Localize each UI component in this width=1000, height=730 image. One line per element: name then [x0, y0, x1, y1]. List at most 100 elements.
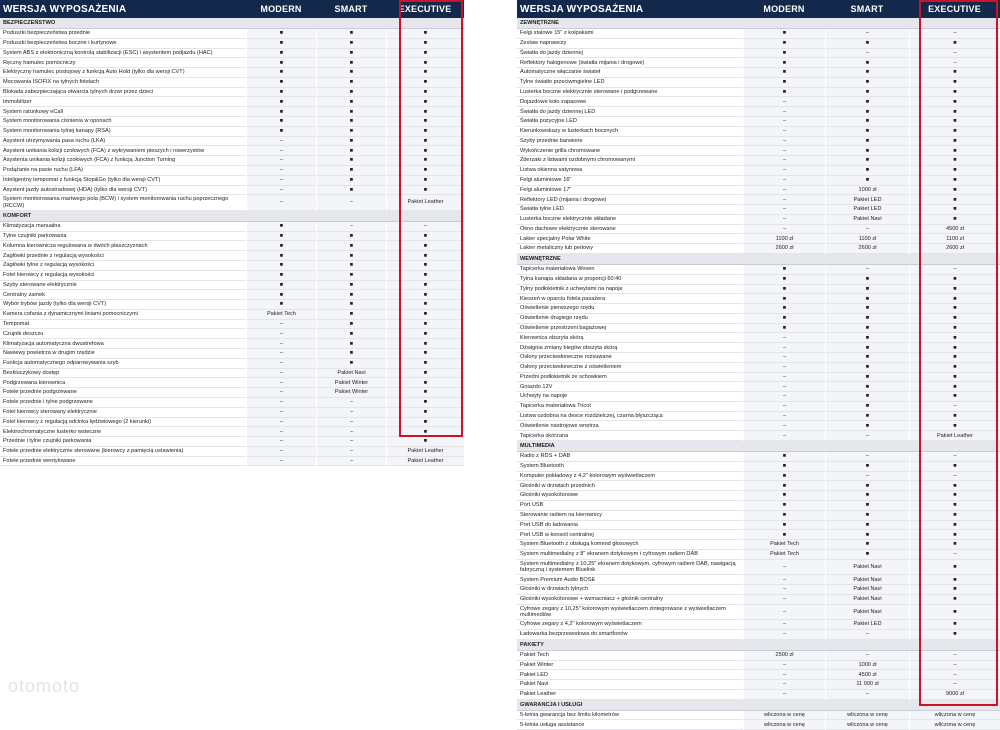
- feature-name: System ratunkowy eCall: [0, 107, 246, 118]
- feature-name: System monitorowania tylnej kanapy (RSA): [0, 126, 246, 137]
- table-row: Gniazdo 12V – ■ ■: [517, 382, 1000, 393]
- smart-value: ■: [317, 136, 386, 147]
- feature-name: Okno dachowe elektrycznie sterowane: [517, 224, 743, 235]
- feature-name: Sterowanie radiem na kierownicy: [517, 510, 743, 521]
- smart-value: –: [317, 427, 386, 438]
- smart-value: ■: [826, 274, 909, 285]
- table-row: Klimatyzacja manualna ■ – –: [0, 221, 464, 232]
- feature-name: Asystent jazdy autostradowej (HDA) (tylk…: [0, 185, 246, 196]
- modern-value: –: [744, 431, 825, 442]
- feature-name: Pakiet Tech: [517, 650, 743, 661]
- executive-value: ■: [387, 319, 464, 330]
- feature-name: Szyby przednie barwione: [517, 136, 743, 147]
- smart-value: –: [826, 264, 909, 275]
- feature-name: Fotele przednie wentylowane: [0, 456, 246, 467]
- smart-value: ■: [826, 530, 909, 541]
- table-row: Przednie i tylne czujniki parkowania – – ■: [0, 437, 464, 447]
- smart-value: 2600 zł: [826, 244, 909, 254]
- executive-value: ■: [910, 165, 1000, 176]
- feature-name: Fotel kierowcy z regulacją wysokości: [0, 270, 246, 281]
- executive-value: –: [910, 452, 1000, 462]
- executive-value: ■: [910, 294, 1000, 305]
- executive-value: ■: [910, 481, 1000, 492]
- executive-value: ■: [910, 323, 1000, 334]
- feature-name: Elektrochromatyczne lusterko wsteczne: [0, 427, 246, 438]
- executive-value: ■: [387, 309, 464, 320]
- smart-value: 4500 zł: [826, 670, 909, 681]
- smart-value: ■: [826, 392, 909, 402]
- modern-value: ■: [744, 77, 825, 88]
- executive-value: ■: [910, 107, 1000, 118]
- smart-value: ■: [826, 97, 909, 108]
- modern-value: ■: [247, 221, 316, 232]
- modern-value: –: [744, 224, 825, 235]
- smart-value: ■: [826, 362, 909, 373]
- table-row: Cyfrowe zegary z 4,2" kolorowym wyświetl…: [517, 620, 1000, 630]
- feature-name: System multimedialny z 10,25" ekranem do…: [517, 559, 743, 576]
- table-row: System monitorowania martwego pola (BCW)…: [0, 195, 464, 211]
- table-row: Pakiet Winter –1000 zł –: [517, 660, 1000, 671]
- modern-value: –: [744, 372, 825, 383]
- smart-value: ■: [317, 156, 386, 166]
- smart-value: ■: [317, 231, 386, 242]
- smart-value: ■: [317, 349, 386, 359]
- executive-value: ■: [387, 270, 464, 281]
- table-row: Port USB ■ ■ ■: [517, 500, 1000, 511]
- modern-value: ■: [247, 58, 316, 69]
- smart-value: ■: [826, 313, 909, 324]
- executive-value: ■: [387, 38, 464, 49]
- smart-value: –: [317, 437, 386, 447]
- table-row: Felgi stalowe 15" z kołpakami ■ – –: [517, 29, 1000, 39]
- smart-value: Pakiet Navi: [826, 604, 909, 621]
- modern-value: ■: [247, 38, 316, 49]
- table-row: Cyfrowe zegary z 10,25" kolorowym wyświe…: [517, 604, 1000, 621]
- table-row: 5-letnia usługa assistance wliczona w cen…: [517, 720, 1000, 730]
- smart-value: ■: [317, 87, 386, 98]
- smart-value: –: [826, 471, 909, 482]
- table-row: Lakier metaliczny lub perłowy 2600 zł 2600…: [517, 244, 1000, 254]
- modern-value: ■: [247, 241, 316, 252]
- table-row: Elektrochromatyczne lusterko wsteczne – – ■: [0, 427, 464, 438]
- table-row: System monitorowania ciśnienia w oponach…: [0, 117, 464, 127]
- smart-value: –: [317, 221, 386, 232]
- modern-value: ■: [744, 510, 825, 521]
- smart-value: ■: [826, 117, 909, 127]
- modern-value: –: [744, 559, 825, 576]
- smart-value: –: [317, 195, 386, 211]
- executive-value: ■: [910, 195, 1000, 206]
- smart-value: ■: [826, 353, 909, 363]
- smart-value: ■: [826, 175, 909, 186]
- executive-value: ■: [910, 205, 1000, 215]
- modern-value: ■: [744, 274, 825, 285]
- executive-value: –: [910, 264, 1000, 275]
- table-row: Fotele przednie wentylowane – – Pakiet Leat…: [0, 456, 464, 467]
- modern-value: –: [744, 126, 825, 137]
- feature-name: Światła do jazdy dziennej: [517, 48, 743, 59]
- modern-value: Pakiet Tech: [744, 540, 825, 550]
- left-table-body: BEZPIECZEŃSTWO Poduszki bezpieczeństwa pr…: [0, 18, 464, 467]
- executive-value: ■: [387, 68, 464, 78]
- modern-value: ■: [247, 261, 316, 271]
- executive-value: ■: [387, 388, 464, 398]
- smart-value: ■: [826, 136, 909, 147]
- smart-value: Pakiet Navi: [826, 594, 909, 605]
- smart-value: ■: [317, 261, 386, 271]
- modern-value: –: [744, 156, 825, 166]
- modern-value: ■: [247, 77, 316, 88]
- table-row: Tylne światło przeciwmgielne LED ■ ■ ■: [517, 77, 1000, 88]
- feature-name: Poduszki bezpieczeństwa przednie: [0, 29, 246, 39]
- modern-value: ■: [247, 68, 316, 78]
- feature-name: Tylne światło przeciwmgielne LED: [517, 77, 743, 88]
- modern-value: ■: [247, 48, 316, 59]
- modern-value: ■: [744, 471, 825, 482]
- executive-value: ■: [387, 87, 464, 98]
- table-row: Uchwyty na napoje – ■ ■: [517, 392, 1000, 402]
- executive-value: ■: [387, 126, 464, 137]
- smart-value: ■: [826, 87, 909, 98]
- table-row: Felgi aluminiowe 16" – ■ ■: [517, 175, 1000, 186]
- smart-value: –: [826, 48, 909, 59]
- executive-value: ■: [910, 304, 1000, 314]
- feature-name: Funkcja automatycznego odparowywania szy…: [0, 358, 246, 369]
- modern-value: ■: [247, 231, 316, 242]
- table-row: System ABS z elektroniczną kontrolą stab…: [0, 48, 464, 59]
